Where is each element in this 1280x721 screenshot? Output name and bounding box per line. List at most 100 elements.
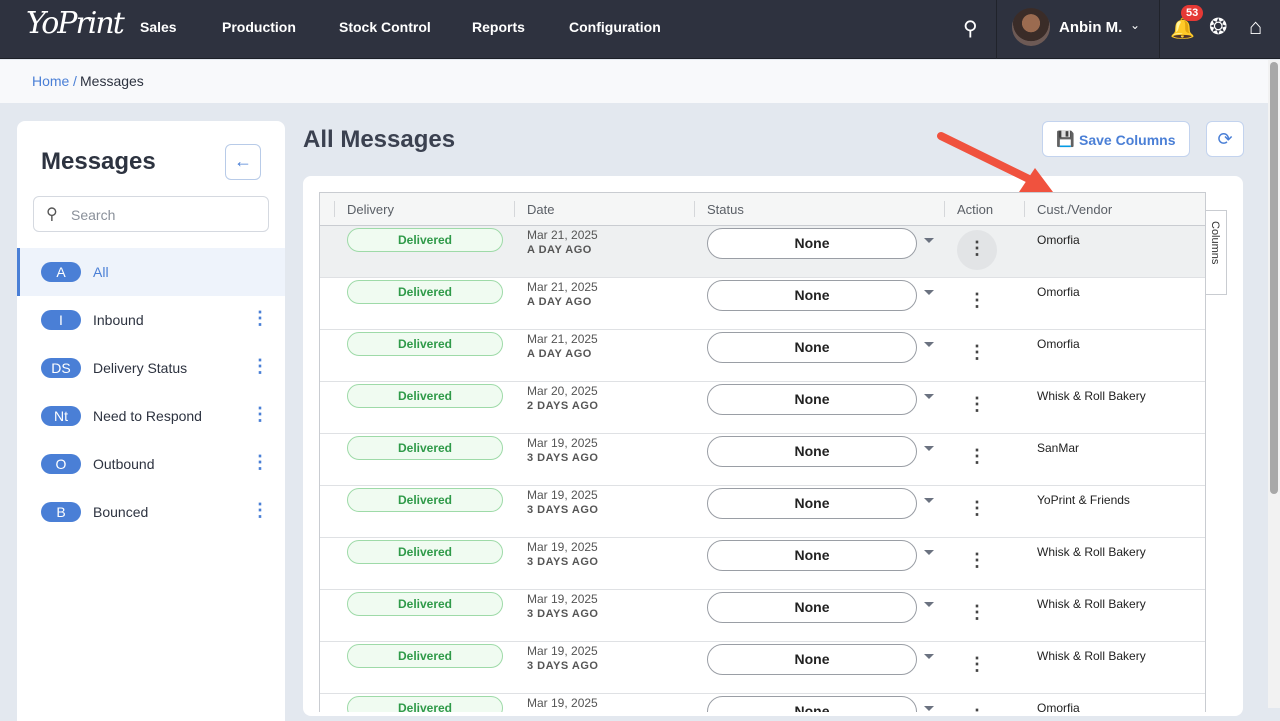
caret-down-icon[interactable]: [924, 394, 934, 399]
more-vertical-icon[interactable]: ⋮: [251, 404, 269, 424]
top-navbar: YoPrint Sales Production Stock Control R…: [0, 0, 1280, 59]
date: Mar 20, 2025: [527, 384, 598, 398]
table-row[interactable]: Delivered Mar 19, 2025 3 DAYS AGO None ⋮…: [320, 538, 1205, 590]
more-vertical-icon[interactable]: ⋮: [968, 654, 986, 674]
header-status[interactable]: Status: [707, 202, 744, 217]
status-select[interactable]: None: [707, 280, 917, 311]
nav-stock-control[interactable]: Stock Control: [339, 19, 431, 35]
status-select[interactable]: None: [707, 228, 917, 259]
more-vertical-icon[interactable]: ⋮: [251, 308, 269, 328]
page-scrollbar[interactable]: [1268, 60, 1280, 708]
more-vertical-icon[interactable]: ⋮: [968, 602, 986, 622]
relative-date: 3 DAYS AGO: [527, 504, 599, 516]
logo[interactable]: YoPrint: [26, 6, 125, 41]
caret-down-icon[interactable]: [924, 498, 934, 503]
table-row[interactable]: Delivered Mar 21, 2025 A DAY AGO None ⋮ …: [320, 330, 1205, 382]
scrollbar-thumb[interactable]: [1270, 62, 1278, 494]
status-select[interactable]: None: [707, 488, 917, 519]
caret-down-icon[interactable]: [924, 342, 934, 347]
caret-down-icon[interactable]: [924, 550, 934, 555]
header-cust-vendor[interactable]: Cust./Vendor: [1037, 202, 1113, 217]
sidebar-item-outbound[interactable]: O Outbound ⋮: [17, 440, 285, 488]
delivery-badge: Delivered: [347, 696, 503, 712]
status-select[interactable]: None: [707, 436, 917, 467]
table-row[interactable]: Delivered Mar 20, 2025 2 DAYS AGO None ⋮…: [320, 382, 1205, 434]
nav-sales[interactable]: Sales: [140, 19, 177, 35]
more-vertical-icon[interactable]: ⋮: [957, 698, 997, 712]
more-vertical-icon[interactable]: ⋮: [968, 498, 986, 518]
more-vertical-icon[interactable]: ⋮: [968, 342, 986, 362]
delivery-badge: Delivered: [347, 228, 503, 252]
table-row[interactable]: Delivered Mar 19, 2025 None ⋮ Omorfia: [320, 694, 1205, 712]
cust-vendor[interactable]: Omorfia: [1037, 285, 1080, 299]
status-select[interactable]: None: [707, 592, 917, 623]
cust-vendor[interactable]: Whisk & Roll Bakery: [1037, 597, 1146, 611]
date: Mar 21, 2025: [527, 332, 598, 346]
avatar[interactable]: [1012, 8, 1050, 46]
caret-down-icon[interactable]: [924, 290, 934, 295]
search-icon[interactable]: ⚲: [963, 18, 978, 40]
table-row[interactable]: Delivered Mar 21, 2025 A DAY AGO None ⋮ …: [320, 278, 1205, 330]
table-header: Delivery Date Status Action Cust./Vendor: [320, 193, 1205, 226]
table-row[interactable]: Delivered Mar 19, 2025 3 DAYS AGO None ⋮…: [320, 642, 1205, 694]
header-date[interactable]: Date: [527, 202, 555, 217]
aperture-icon[interactable]: ❂: [1209, 14, 1228, 39]
table-row[interactable]: Delivered Mar 19, 2025 3 DAYS AGO None ⋮…: [320, 486, 1205, 538]
caret-down-icon[interactable]: [924, 654, 934, 659]
nav-reports[interactable]: Reports: [472, 19, 525, 35]
delivery-badge: Delivered: [347, 384, 503, 408]
status-select[interactable]: None: [707, 384, 917, 415]
sidebar-item-inbound[interactable]: I Inbound ⋮: [17, 296, 285, 344]
caret-down-icon[interactable]: [924, 602, 934, 607]
sidebar-item-delivery-status[interactable]: DS Delivery Status ⋮: [17, 344, 285, 392]
status-select[interactable]: None: [707, 540, 917, 571]
table-row[interactable]: Delivered Mar 19, 2025 3 DAYS AGO None ⋮…: [320, 434, 1205, 486]
caret-down-icon[interactable]: [924, 238, 934, 243]
cust-vendor[interactable]: Omorfia: [1037, 233, 1080, 247]
date: Mar 19, 2025: [527, 488, 598, 502]
nav-configuration[interactable]: Configuration: [569, 19, 661, 35]
collapse-sidebar-button[interactable]: ←: [225, 144, 261, 180]
home-icon[interactable]: ⌂: [1249, 14, 1263, 39]
refresh-button[interactable]: ⟳: [1206, 121, 1244, 157]
header-delivery[interactable]: Delivery: [347, 202, 394, 217]
abbr-pill: B: [41, 502, 81, 522]
cust-vendor[interactable]: Omorfia: [1037, 701, 1080, 712]
caret-down-icon[interactable]: [924, 706, 934, 711]
status-select[interactable]: None: [707, 644, 917, 675]
columns-panel-toggle[interactable]: Columns: [1205, 210, 1227, 295]
status-select[interactable]: None: [707, 332, 917, 363]
sidebar-item-bounced[interactable]: B Bounced ⋮: [17, 488, 285, 536]
more-vertical-icon[interactable]: ⋮: [968, 550, 986, 570]
arrow-left-icon: ←: [234, 151, 252, 171]
more-vertical-icon[interactable]: ⋮: [968, 446, 986, 466]
cust-vendor[interactable]: Whisk & Roll Bakery: [1037, 649, 1146, 663]
save-columns-button[interactable]: 💾 Save Columns: [1042, 121, 1190, 157]
table-row[interactable]: Delivered Mar 19, 2025 3 DAYS AGO None ⋮…: [320, 590, 1205, 642]
delivery-badge: Delivered: [347, 540, 503, 564]
more-vertical-icon[interactable]: ⋮: [251, 356, 269, 376]
more-vertical-icon[interactable]: ⋮: [968, 290, 986, 310]
more-vertical-icon[interactable]: ⋮: [251, 500, 269, 520]
user-name[interactable]: Anbin M.: [1059, 19, 1123, 36]
cust-vendor[interactable]: SanMar: [1037, 441, 1080, 455]
bell-icon[interactable]: 🔔: [1170, 18, 1195, 40]
more-vertical-icon[interactable]: ⋮: [251, 452, 269, 472]
caret-down-icon[interactable]: [924, 446, 934, 451]
sidebar-item-need-to-respond[interactable]: Nt Need to Respond ⋮: [17, 392, 285, 440]
status-select[interactable]: None: [707, 696, 917, 712]
nav-production[interactable]: Production: [222, 19, 296, 35]
cust-vendor[interactable]: Omorfia: [1037, 337, 1080, 351]
cust-vendor[interactable]: YoPrint & Friends: [1037, 493, 1130, 507]
header-action[interactable]: Action: [957, 202, 994, 217]
cust-vendor[interactable]: Whisk & Roll Bakery: [1037, 389, 1146, 403]
more-vertical-icon[interactable]: ⋮: [968, 394, 986, 414]
abbr-pill: DS: [41, 358, 81, 378]
chevron-down-icon[interactable]: ⌄: [1130, 18, 1141, 32]
sidebar-item-all[interactable]: A All: [17, 248, 285, 296]
search-input[interactable]: ⚲ Search: [33, 196, 269, 232]
cust-vendor[interactable]: Whisk & Roll Bakery: [1037, 545, 1146, 559]
breadcrumb-home[interactable]: Home: [32, 73, 70, 89]
more-vertical-icon[interactable]: ⋮: [957, 230, 997, 270]
table-row[interactable]: Delivered Mar 21, 2025 A DAY AGO None ⋮ …: [320, 226, 1205, 278]
